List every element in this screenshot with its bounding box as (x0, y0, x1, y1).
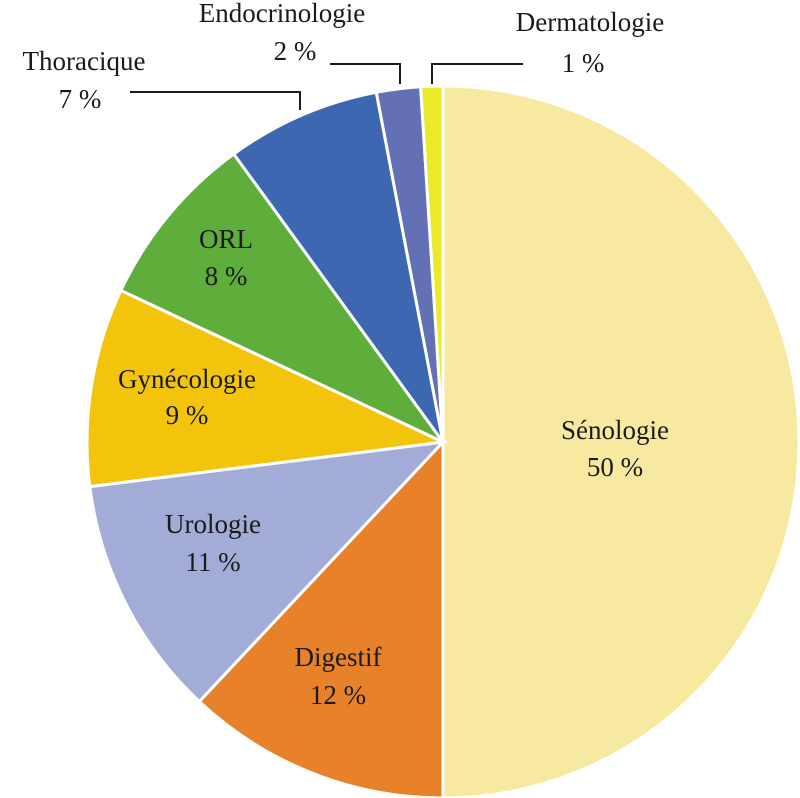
value-label: 8 % (205, 261, 248, 291)
leader-line (431, 63, 523, 84)
pie-slice (85, 288, 449, 489)
pie-slice (231, 90, 445, 443)
pie-slice (118, 151, 445, 444)
value-label: 1 % (562, 48, 605, 78)
pie-slice (197, 438, 445, 798)
slice-label: Gynécologie (118, 364, 256, 394)
slice-label: Endocrinologie (199, 0, 365, 28)
pie-slice (441, 84, 800, 798)
value-label: 12 % (310, 680, 366, 710)
value-label: 2 % (274, 36, 317, 66)
value-label: 9 % (166, 400, 209, 430)
leader-line (130, 91, 301, 110)
pie-slice (419, 84, 445, 443)
slice-label: Sénologie (561, 415, 669, 445)
leader-line (330, 63, 401, 84)
value-label: 50 % (587, 452, 643, 482)
slice-label: Urologie (165, 509, 261, 539)
slice-label: Dermatologie (516, 7, 664, 37)
pie (85, 84, 800, 798)
slice-label: Thoracique (23, 46, 146, 76)
value-label: 7 % (59, 84, 102, 114)
slice-label: Digestif (295, 642, 382, 672)
pie-slice (88, 439, 447, 704)
slice-label: ORL (199, 224, 253, 254)
value-label: 11 % (185, 547, 240, 577)
